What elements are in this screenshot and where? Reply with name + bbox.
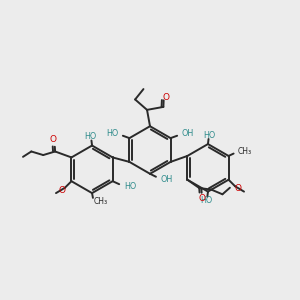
- Text: OH: OH: [182, 130, 194, 139]
- Text: HO: HO: [200, 196, 213, 205]
- Text: HO: HO: [84, 132, 97, 141]
- Text: HO: HO: [124, 182, 136, 191]
- Text: HO: HO: [203, 130, 216, 140]
- Text: OH: OH: [160, 175, 173, 184]
- Text: O: O: [162, 93, 169, 102]
- Text: CH₃: CH₃: [94, 197, 108, 206]
- Text: HO: HO: [106, 130, 118, 139]
- Text: CH₃: CH₃: [238, 147, 252, 156]
- Text: O: O: [58, 186, 65, 195]
- Text: O: O: [235, 184, 242, 193]
- Text: O: O: [199, 194, 206, 203]
- Text: O: O: [49, 134, 56, 143]
